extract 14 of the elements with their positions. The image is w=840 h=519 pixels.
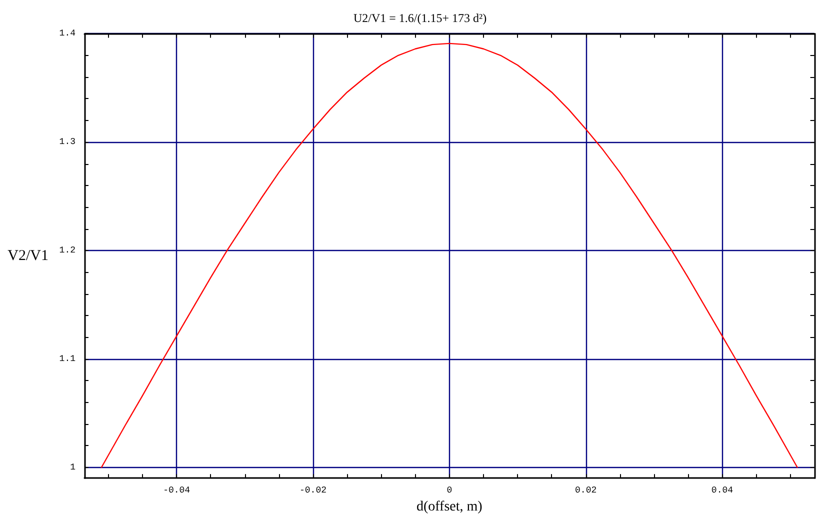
y-tick-label: 1.4 [59,28,76,39]
x-tick-label: -0.04 [163,486,190,496]
y-tick-label: 1.1 [59,354,76,364]
x-tick-label: 0.02 [575,486,597,496]
y-tick-label: 1.2 [59,245,76,256]
line-series [100,42,798,468]
y-tick-label: 1 [70,462,76,472]
y-axis-title: V2/V1 [8,248,48,264]
x-tick-label: -0.02 [299,486,326,496]
x-tick-label: 0 [446,486,452,496]
chart-title: U2/V1 = 1.6/(1.15+ 173 d²) [353,11,487,25]
x-axis-title: d(offset, m) [416,500,483,514]
x-tick-label: 0.04 [711,486,734,496]
y-tick-label: 1.3 [59,137,76,148]
